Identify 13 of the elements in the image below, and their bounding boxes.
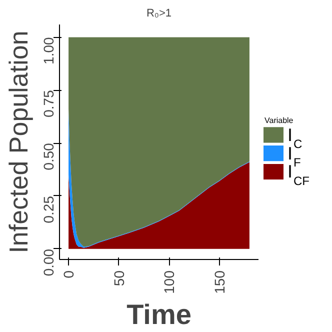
y-tick-label: 0.75 [40,90,56,118]
y-axis-title: Infected Population [4,30,34,254]
y-tick-label: 1.00 [40,36,56,64]
y-tick-label: 0.00 [40,248,56,276]
y-tick-label: 0.50 [40,142,56,170]
x-axis-title: Time [126,298,192,330]
x-tick-label: 100 [161,270,178,294]
x-tick-label: 150 [211,270,228,294]
x-tick-label: 0 [60,270,77,278]
chart-title: R₀>1 [146,8,172,20]
legend-title: Variable [264,116,294,126]
x-tick-label: 50 [110,270,127,286]
y-tick-label: 0.25 [40,196,56,224]
